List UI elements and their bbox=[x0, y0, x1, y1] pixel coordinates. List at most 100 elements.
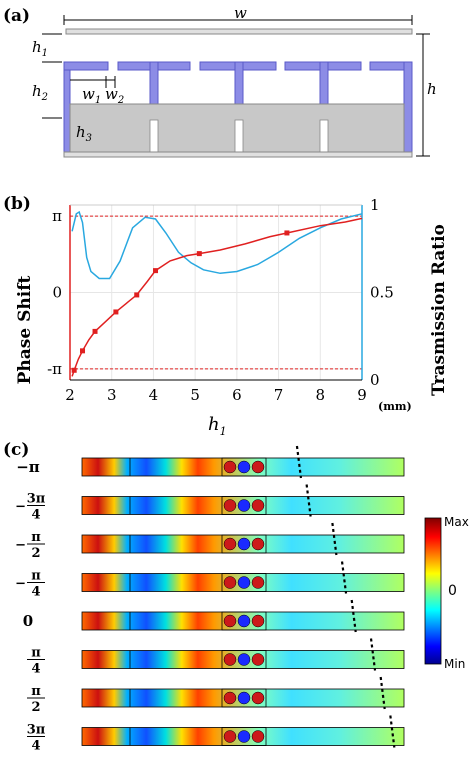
dim-h: h bbox=[416, 33, 437, 157]
svg-text:w: w bbox=[234, 4, 247, 22]
field-lobe bbox=[223, 499, 237, 512]
panel-c-label: (c) bbox=[3, 440, 29, 460]
x-tick-label: 6 bbox=[232, 386, 242, 404]
svg-text:h: h bbox=[427, 80, 437, 98]
phase-marker bbox=[153, 268, 159, 274]
x-tick-label: 8 bbox=[316, 386, 326, 404]
row-sign: − bbox=[15, 500, 26, 515]
svg-text:h3: h3 bbox=[76, 123, 92, 144]
phase-front-marker bbox=[369, 638, 377, 671]
phase-marker bbox=[134, 292, 140, 298]
field-lobe bbox=[237, 537, 251, 551]
y-tick-label: -π bbox=[47, 360, 62, 378]
row-numerator: π bbox=[31, 530, 41, 545]
x-tick-label: 2 bbox=[65, 386, 75, 404]
row-denominator: 2 bbox=[31, 700, 40, 715]
field-lobe bbox=[251, 691, 265, 705]
unit-cell-box bbox=[221, 727, 267, 746]
unit-cell-box bbox=[221, 650, 267, 669]
row-denominator: 4 bbox=[31, 662, 40, 677]
phase-marker bbox=[71, 367, 77, 373]
y-tick-label: π bbox=[52, 207, 62, 225]
field-lobe bbox=[237, 614, 251, 628]
field-lobe bbox=[251, 460, 265, 474]
field-lobe bbox=[223, 614, 237, 628]
dim-w: w bbox=[63, 4, 413, 25]
field-row: 3π4 bbox=[27, 715, 405, 754]
field-row: −π bbox=[16, 445, 405, 479]
panel-a-label: (a) bbox=[3, 6, 30, 26]
row-sign: − bbox=[15, 577, 26, 592]
row-numerator: 3π bbox=[27, 492, 46, 507]
phase-front-marker bbox=[295, 445, 303, 479]
substrate bbox=[63, 103, 413, 158]
row-sign: − bbox=[15, 538, 26, 553]
field-lobe bbox=[251, 576, 265, 589]
svg-text:h1: h1 bbox=[32, 38, 48, 59]
phase-front-marker bbox=[331, 522, 338, 556]
field-lobe bbox=[251, 653, 265, 666]
row-numerator: 3π bbox=[27, 723, 46, 738]
colorbar-max-label: Max bbox=[444, 515, 469, 529]
phase-curve bbox=[71, 217, 363, 377]
row-numerator: π bbox=[31, 646, 41, 661]
field-row: π4 bbox=[27, 638, 405, 677]
phase-transmission-chart: 2 3 4 5 6 7 8 9 π 0 -π 1 0.5 0 bbox=[47, 196, 394, 404]
field-lobe bbox=[223, 537, 237, 551]
colorbar-mid-label: 0 bbox=[448, 583, 457, 599]
unit-cell-box bbox=[221, 534, 267, 554]
row-denominator: 2 bbox=[31, 546, 40, 561]
field-row: −3π4 bbox=[15, 484, 405, 523]
field-lobe bbox=[237, 653, 251, 666]
x-axis-title: h1 bbox=[208, 414, 227, 438]
dim-h3: h3 bbox=[76, 123, 92, 144]
dim-w1-w2: w1 w2 bbox=[70, 76, 124, 106]
y2-tick-label: 1 bbox=[370, 196, 380, 214]
unit-cell-box bbox=[221, 496, 267, 515]
y-tick-label: 0 bbox=[52, 284, 62, 302]
field-lobe bbox=[251, 614, 265, 628]
phase-marker bbox=[196, 251, 202, 257]
field-lobe bbox=[223, 576, 237, 589]
phase-marker bbox=[284, 230, 290, 236]
svg-text:w2: w2 bbox=[105, 85, 124, 106]
field-lobe bbox=[223, 730, 237, 743]
field-row: π2 bbox=[27, 676, 405, 715]
x-tick-label: 4 bbox=[149, 386, 159, 404]
dim-h1: h1 bbox=[32, 33, 62, 63]
phase-front-marker bbox=[379, 676, 386, 710]
row-numerator: π bbox=[31, 684, 41, 699]
y2-tick-label: 0 bbox=[370, 371, 380, 389]
phase-marker bbox=[113, 309, 119, 315]
field-lobe bbox=[223, 653, 237, 666]
x-tick-label: 9 bbox=[357, 386, 367, 404]
phase-marker bbox=[80, 348, 86, 354]
x-tick-label: 3 bbox=[107, 386, 117, 404]
row-label: −π bbox=[16, 458, 40, 476]
unit-cell-box bbox=[221, 688, 267, 708]
field-lobe bbox=[237, 691, 251, 705]
field-lobe bbox=[237, 730, 251, 743]
unit-cell-box bbox=[221, 573, 267, 592]
row-label: 0 bbox=[23, 612, 33, 630]
colorbar-min-label: Min bbox=[444, 657, 465, 671]
unit-cell-box bbox=[221, 611, 267, 631]
phase-front-marker bbox=[340, 561, 348, 594]
transmission-curve bbox=[71, 210, 363, 280]
y2-tick-label: 0.5 bbox=[370, 284, 394, 302]
field-lobe bbox=[237, 499, 251, 512]
field-lobe bbox=[251, 499, 265, 512]
phase-marker bbox=[92, 328, 98, 334]
field-lobe bbox=[237, 460, 251, 474]
phase-front-marker bbox=[350, 599, 357, 633]
row-numerator: π bbox=[31, 569, 41, 584]
row-denominator: 4 bbox=[31, 585, 40, 600]
dim-h2: h2 bbox=[32, 82, 62, 119]
panel-b-label: (b) bbox=[3, 194, 31, 214]
svg-text:w1: w1 bbox=[82, 85, 101, 106]
y2-axis-title: Trasmission Ratio bbox=[429, 224, 449, 396]
row-denominator: 4 bbox=[31, 508, 40, 523]
phase-front-marker bbox=[305, 484, 312, 517]
